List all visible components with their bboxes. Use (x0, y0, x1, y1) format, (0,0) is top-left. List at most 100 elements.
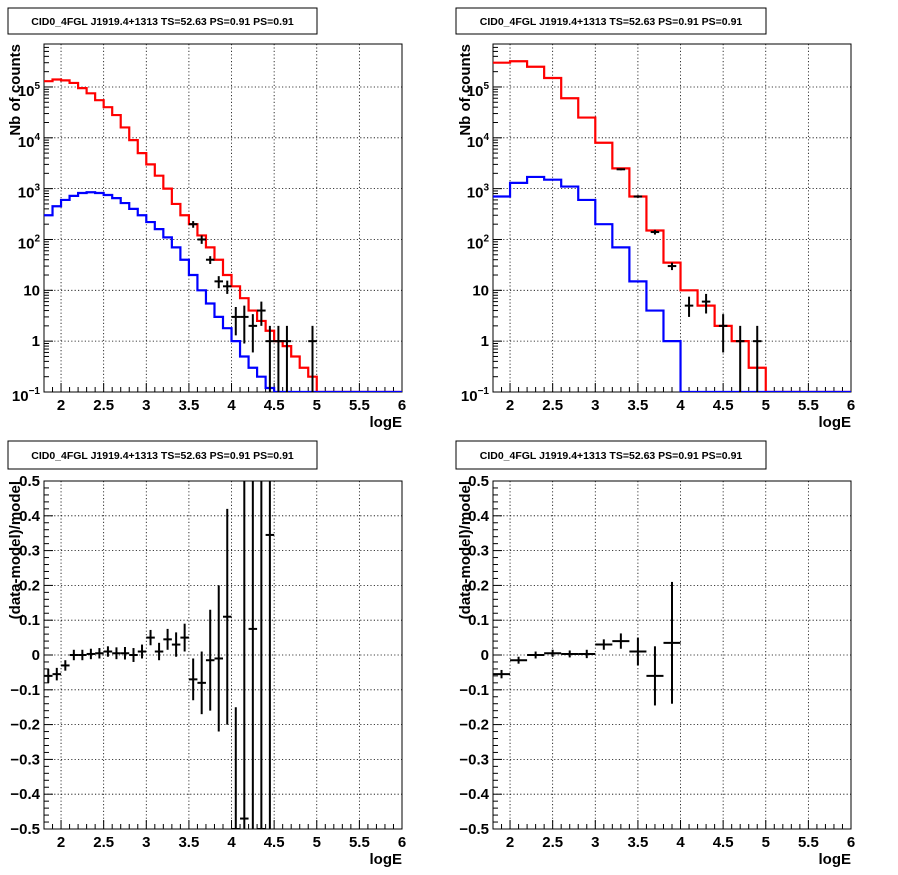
data-point (120, 646, 130, 660)
x-tick-label: 3 (142, 397, 150, 414)
data-point (561, 650, 579, 658)
x-tick-label: 6 (847, 397, 855, 414)
y-tick-label: −0.2 (10, 717, 40, 734)
y-tick-label: 0.4 (19, 508, 41, 525)
data-point (240, 481, 249, 829)
data-point (544, 649, 562, 657)
x-tick-label: 4 (676, 834, 685, 851)
data-point (650, 229, 660, 235)
data-point (86, 648, 96, 660)
y-tick-label: 0.5 (468, 473, 489, 490)
x-tick-label: 5 (313, 397, 321, 414)
data-point (667, 262, 677, 271)
data-point (633, 195, 643, 198)
data-point (205, 256, 215, 264)
data-point (146, 629, 155, 646)
data-point (240, 305, 249, 344)
data-point (257, 301, 266, 326)
y-tick-label: 1 (32, 333, 40, 350)
y-tick-label: 0.4 (468, 508, 490, 525)
x-tick-label: 2.5 (93, 834, 114, 851)
data-point (510, 656, 528, 664)
y-tick-label: −0.1 (459, 682, 489, 699)
x-tick-label: 5.5 (349, 397, 370, 414)
data-point (527, 651, 545, 659)
y-tick-label: 0.5 (19, 473, 40, 490)
data-point (629, 637, 647, 666)
data-point (214, 276, 223, 289)
data-point (646, 646, 664, 706)
data-point (578, 649, 596, 659)
y-tick-label: −0.4 (459, 786, 489, 803)
data-point (718, 314, 728, 353)
x-tick-label: 5.5 (798, 397, 819, 414)
series-group (44, 78, 402, 392)
data-point (197, 235, 206, 244)
y-axis-label: (data-model)/model (457, 481, 474, 619)
y-tick-label: 104 (467, 132, 490, 151)
data-point (493, 669, 511, 679)
y-tick-label: 0 (32, 647, 40, 664)
x-tick-label: 5 (313, 834, 321, 851)
data-point (171, 632, 181, 657)
x-tick-label: 2.5 (542, 834, 563, 851)
data-point (735, 325, 745, 392)
title-box (7, 440, 318, 470)
y-tick-label: 1 (481, 333, 489, 350)
model-component-line (493, 175, 851, 392)
y-tick-label: 104 (18, 132, 41, 151)
y-tick-label: 0.1 (468, 612, 489, 629)
data-point (612, 633, 630, 649)
y-tick-label: 103 (18, 183, 41, 202)
y-tick-label: 0.3 (19, 543, 40, 560)
plot-frame (492, 43, 852, 393)
data-point (308, 325, 317, 392)
data-point (188, 221, 198, 228)
plot-frame (43, 43, 403, 393)
data-point (231, 306, 241, 336)
x-tick-label: 5 (762, 397, 770, 414)
x-tick-label: 4 (227, 834, 236, 851)
x-tick-label: 2.5 (542, 397, 563, 414)
data-point (223, 508, 232, 725)
y-tick-label: −0.1 (10, 682, 40, 699)
x-tick-label: 3 (591, 397, 599, 414)
y-tick-label: −0.2 (459, 717, 489, 734)
data-point (180, 623, 189, 652)
x-tick-label: 5.5 (798, 834, 819, 851)
chart-title: CID0_4FGL J1919.4+1313 TS=52.63 PS=0.91 … (31, 16, 294, 28)
x-axis-label: logE (819, 851, 852, 868)
data-point (595, 639, 613, 650)
y-tick-label: −0.5 (459, 821, 489, 838)
y-tick-label: 10 (472, 282, 489, 299)
x-tick-label: 2.5 (93, 397, 114, 414)
data-point (112, 647, 121, 660)
y-tick-label: 10−1 (12, 386, 41, 405)
data-point (154, 642, 164, 661)
model-component-line (44, 191, 402, 392)
y-tick-label: 0.1 (19, 612, 40, 629)
x-tick-label: 2 (57, 834, 65, 851)
x-tick-label: 3.5 (178, 397, 199, 414)
x-tick-label: 3.5 (178, 834, 199, 851)
x-tick-label: 2 (506, 397, 514, 414)
title-box (7, 7, 318, 35)
y-tick-label: 0.3 (468, 543, 489, 560)
x-tick-label: 6 (847, 834, 855, 851)
x-tick-label: 4 (227, 397, 236, 414)
y-tick-label: 0.2 (468, 577, 489, 594)
model-total-line (44, 78, 402, 392)
x-axis-label: logE (370, 851, 403, 868)
data-point (129, 648, 138, 662)
y-tick-label: 102 (467, 233, 490, 252)
data-point (248, 314, 258, 353)
series-group (493, 60, 851, 392)
title-box (455, 440, 767, 470)
x-tick-label: 3 (591, 834, 599, 851)
y-tick-label: 0 (481, 647, 489, 664)
title-box (455, 7, 767, 35)
y-tick-label: 102 (18, 233, 41, 252)
x-tick-label: 3 (142, 834, 150, 851)
model-total-line (493, 60, 851, 392)
y-axis-label: (data-model)/model (7, 481, 24, 619)
